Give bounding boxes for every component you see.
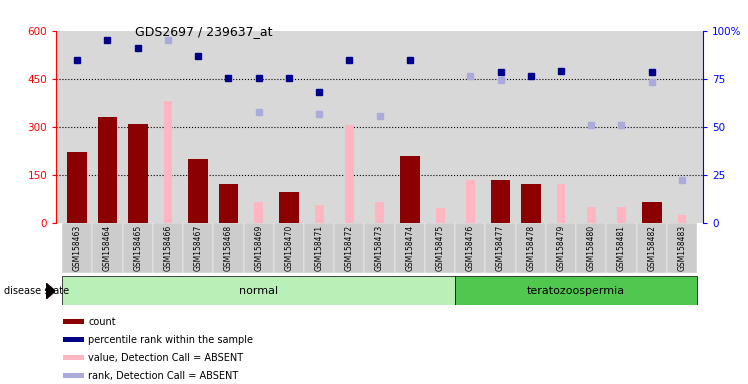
Text: GSM158482: GSM158482 xyxy=(647,225,656,271)
Text: GSM158468: GSM158468 xyxy=(224,225,233,271)
Text: GSM158478: GSM158478 xyxy=(527,225,536,271)
Text: value, Detection Call = ABSENT: value, Detection Call = ABSENT xyxy=(88,353,244,363)
Bar xyxy=(213,223,244,273)
Bar xyxy=(93,223,123,273)
Bar xyxy=(315,205,324,223)
Text: GSM158476: GSM158476 xyxy=(466,225,475,271)
Text: GSM158473: GSM158473 xyxy=(375,225,384,271)
Text: count: count xyxy=(88,317,116,327)
Text: rank, Detection Call = ABSENT: rank, Detection Call = ABSENT xyxy=(88,371,239,381)
Bar xyxy=(666,223,697,273)
Bar xyxy=(304,223,334,273)
Bar xyxy=(63,373,85,378)
Text: GSM158470: GSM158470 xyxy=(284,225,293,271)
Text: teratozoospermia: teratozoospermia xyxy=(527,286,625,296)
Bar xyxy=(153,223,183,273)
Text: GSM158475: GSM158475 xyxy=(435,225,444,271)
Bar xyxy=(164,101,172,223)
Bar xyxy=(218,184,239,223)
Text: GSM158465: GSM158465 xyxy=(133,225,142,271)
Bar xyxy=(123,223,153,273)
Text: GDS2697 / 239637_at: GDS2697 / 239637_at xyxy=(135,25,272,38)
Bar xyxy=(375,202,384,223)
Bar xyxy=(274,223,304,273)
Bar xyxy=(456,276,697,305)
Bar xyxy=(546,223,576,273)
Bar xyxy=(62,276,456,305)
Bar xyxy=(334,223,364,273)
Bar xyxy=(678,215,687,223)
Bar xyxy=(244,223,274,273)
Bar xyxy=(364,223,395,273)
Bar xyxy=(67,152,87,223)
Bar xyxy=(491,180,510,223)
Bar xyxy=(617,207,626,223)
Text: GSM158466: GSM158466 xyxy=(164,225,173,271)
Text: GSM158463: GSM158463 xyxy=(73,225,82,271)
Bar xyxy=(254,202,263,223)
Bar xyxy=(63,319,85,324)
Bar xyxy=(485,223,515,273)
Bar xyxy=(400,156,420,223)
Text: normal: normal xyxy=(239,286,278,296)
Bar xyxy=(435,208,444,223)
Text: GSM158481: GSM158481 xyxy=(617,225,626,271)
Bar xyxy=(456,223,485,273)
Bar xyxy=(279,192,298,223)
Bar xyxy=(395,223,425,273)
Bar xyxy=(98,117,117,223)
Text: GSM158479: GSM158479 xyxy=(557,225,565,271)
Bar xyxy=(188,159,208,223)
Text: GSM158480: GSM158480 xyxy=(586,225,595,271)
Bar xyxy=(466,180,475,223)
Bar xyxy=(557,184,565,223)
Bar xyxy=(63,338,85,342)
Text: GSM158469: GSM158469 xyxy=(254,225,263,271)
Bar xyxy=(63,356,85,360)
Bar xyxy=(637,223,666,273)
Text: GSM158464: GSM158464 xyxy=(103,225,112,271)
Bar xyxy=(607,223,637,273)
Polygon shape xyxy=(46,283,55,299)
Text: disease state: disease state xyxy=(4,286,69,296)
Text: GSM158474: GSM158474 xyxy=(405,225,414,271)
Text: GSM158472: GSM158472 xyxy=(345,225,354,271)
Bar xyxy=(587,207,595,223)
Text: GSM158477: GSM158477 xyxy=(496,225,505,271)
Bar xyxy=(642,202,661,223)
Text: percentile rank within the sample: percentile rank within the sample xyxy=(88,335,254,345)
Text: GSM158471: GSM158471 xyxy=(315,225,324,271)
Bar xyxy=(62,223,93,273)
Bar xyxy=(576,223,607,273)
Bar xyxy=(183,223,213,273)
Text: GSM158467: GSM158467 xyxy=(194,225,203,271)
Bar xyxy=(515,223,546,273)
Bar xyxy=(345,125,354,223)
Bar xyxy=(128,124,147,223)
Bar xyxy=(521,184,541,223)
Text: GSM158483: GSM158483 xyxy=(678,225,687,271)
Bar xyxy=(425,223,456,273)
